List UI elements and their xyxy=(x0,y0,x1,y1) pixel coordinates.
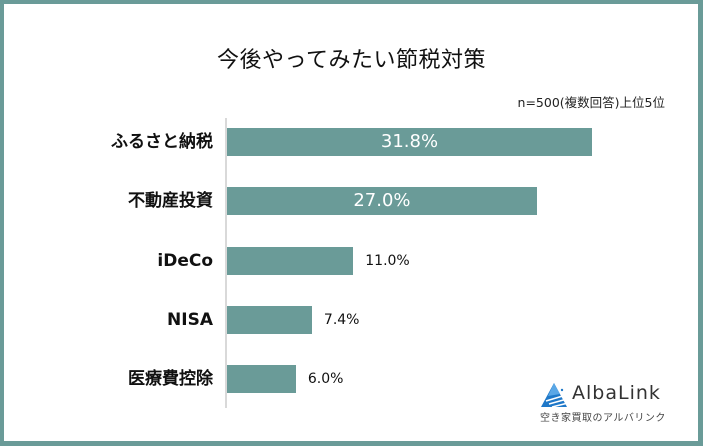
bar-label: iDeCo xyxy=(157,251,213,271)
bar: 31.8% xyxy=(227,128,592,156)
y-axis-line xyxy=(225,118,227,408)
logo-tagline: 空き家買取のアルバリンク xyxy=(540,413,666,424)
bar-value: 7.4% xyxy=(323,312,360,328)
bar-value: 27.0% xyxy=(353,190,411,211)
bar xyxy=(227,365,296,393)
bar xyxy=(227,306,312,334)
logo-mountain-icon xyxy=(541,383,569,408)
bar-row: NISA 7.4% xyxy=(0,306,703,334)
bar-label: 不動産投資 xyxy=(128,191,213,211)
bar-row: iDeCo 11.0% xyxy=(0,247,703,275)
albalink-logo: AlbaLink 空き家買取のアルバリンク xyxy=(538,382,678,426)
bar-value: 6.0% xyxy=(307,371,344,387)
bar-label: ふるさと納税 xyxy=(111,132,213,152)
bar xyxy=(227,247,354,275)
chart-title: 今後やってみたい節税対策 xyxy=(217,48,486,73)
bar-label: 医療費控除 xyxy=(128,369,213,389)
bar-label: NISA xyxy=(167,310,213,330)
logo-name: AlbaLink xyxy=(572,382,661,404)
bar-row: ふるさと納税 31.8% xyxy=(0,128,703,156)
bar-value: 31.8% xyxy=(380,131,439,152)
bar-value: 11.0% xyxy=(365,253,410,269)
sample-note: n=500(複数回答)上位5位 xyxy=(517,95,665,110)
bar-row: 医療費控除 6.0% xyxy=(0,365,703,393)
bar-row: 不動産投資 27.0% xyxy=(0,187,703,215)
bar: 27.0% xyxy=(227,187,537,215)
